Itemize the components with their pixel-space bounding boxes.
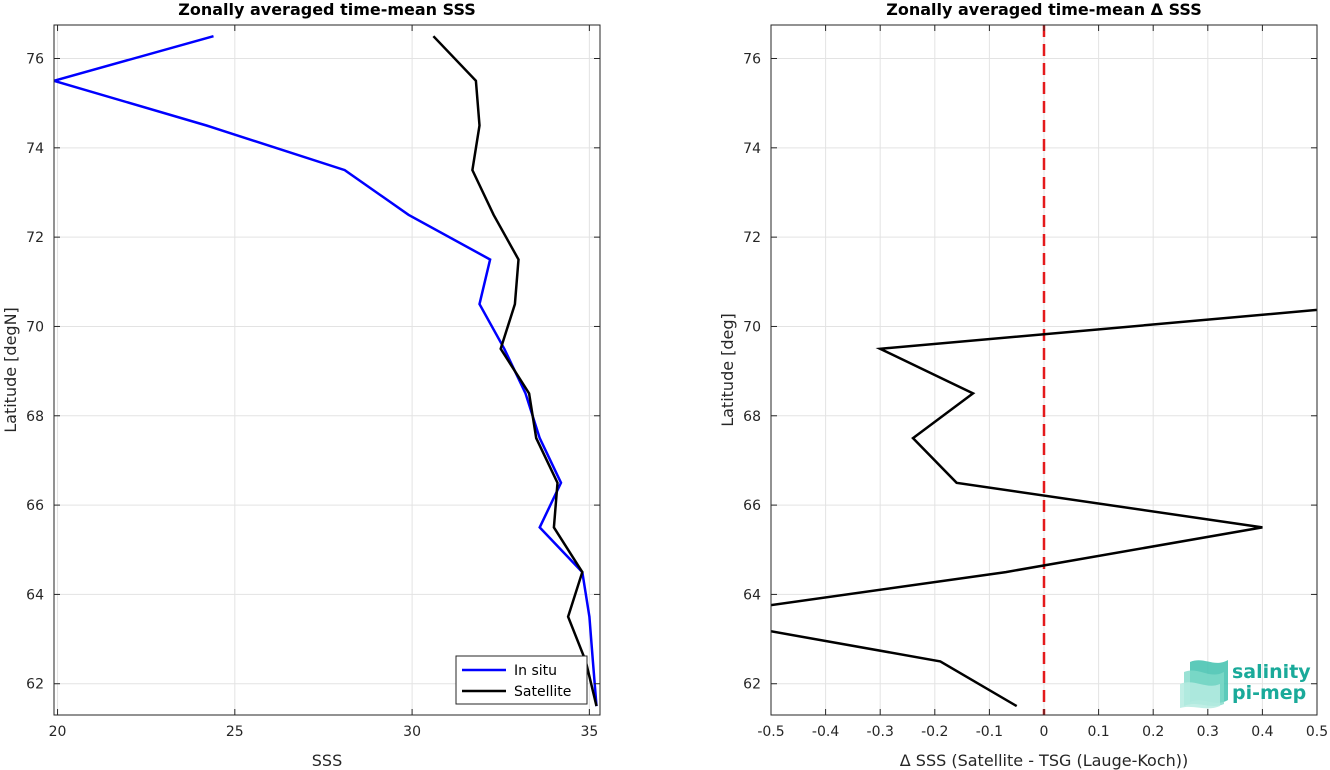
left-x-tick-label: 35 xyxy=(580,724,598,740)
right-y-tick-label: 70 xyxy=(743,319,761,335)
logo-text-line2: pi-mep xyxy=(1232,682,1306,704)
right-x-tick-label: -0.5 xyxy=(757,724,784,740)
legend-box xyxy=(455,655,588,705)
right-x-tick-label: 0 xyxy=(1040,724,1049,740)
left-ticks: 20 25 30 35 62 64 66 68 70 72 74 76 xyxy=(26,25,600,740)
left-axes-frame xyxy=(53,24,601,716)
left-x-axis-label: SSS xyxy=(312,751,342,770)
right-y-tick-label: 74 xyxy=(743,141,761,157)
right-x-tick-label: 0.2 xyxy=(1142,724,1164,740)
right-x-tick-label: 0.5 xyxy=(1306,724,1328,740)
left-chart-title: Zonally averaged time-mean SSS xyxy=(178,0,476,19)
left-y-axis-label: Latitude [degN] xyxy=(1,307,20,433)
right-y-tick-label: 64 xyxy=(743,587,761,603)
right-y-tick-label: 62 xyxy=(743,677,761,693)
left-x-tick-label: 25 xyxy=(226,724,244,740)
left-grid xyxy=(54,25,600,715)
series-line-delta-sss xyxy=(771,308,1317,708)
left-series-group xyxy=(54,34,598,707)
legend-label-in-situ: In situ xyxy=(514,663,557,679)
wave-logo-icon xyxy=(1180,660,1228,709)
salinity-pi-mep-logo: salinity pi-mep xyxy=(1180,660,1311,709)
right-x-tick-label: 0.4 xyxy=(1251,724,1273,740)
right-x-tick-label: -0.2 xyxy=(921,724,948,740)
right-series-group xyxy=(771,25,1317,715)
right-chart-title: Zonally averaged time-mean Δ SSS xyxy=(886,0,1202,19)
logo-text-line1: salinity xyxy=(1232,661,1311,683)
left-y-tick-label: 72 xyxy=(26,230,44,246)
right-y-tick-label: 68 xyxy=(743,409,761,425)
left-y-tick-label: 76 xyxy=(26,51,44,67)
left-y-tick-label: 64 xyxy=(26,587,44,603)
right-x-axis-label: Δ SSS (Satellite - TSG (Lauge-Koch)) xyxy=(900,751,1189,770)
left-x-tick-label: 30 xyxy=(403,724,421,740)
left-y-tick-label: 66 xyxy=(26,498,44,514)
right-y-tick-label: 76 xyxy=(743,51,761,67)
legend-label-satellite: Satellite xyxy=(514,684,571,700)
delta-sss-latitude-chart: -0.5 -0.4 -0.3 -0.2 -0.1 0 0.1 0.2 0.3 0.4 0.5 62 64… xyxy=(718,0,1328,770)
right-ticks: -0.5 -0.4 -0.3 -0.2 -0.1 0 0.1 0.2 0.3 0.4 0.5 62 64… xyxy=(743,25,1328,740)
left-x-tick-label: 20 xyxy=(49,724,67,740)
right-y-tick-label: 66 xyxy=(743,498,761,514)
left-y-tick-label: 74 xyxy=(26,141,44,157)
left-y-tick-label: 62 xyxy=(26,677,44,693)
left-legend: In situ Satellite xyxy=(455,655,588,705)
left-plot-area xyxy=(54,25,600,715)
right-y-axis-label: Latitude [deg] xyxy=(718,313,737,427)
left-y-tick-label: 68 xyxy=(26,409,44,425)
right-x-tick-label: -0.4 xyxy=(812,724,839,740)
sss-latitude-chart: 20 25 30 35 62 64 66 68 70 72 74 76 Zonally average… xyxy=(1,0,601,770)
left-y-tick-label: 70 xyxy=(26,319,44,335)
right-x-tick-label: 0.3 xyxy=(1197,724,1219,740)
right-x-tick-label: -0.3 xyxy=(867,724,894,740)
right-x-tick-label: 0.1 xyxy=(1087,724,1109,740)
right-y-tick-label: 72 xyxy=(743,230,761,246)
right-x-tick-label: -0.1 xyxy=(976,724,1003,740)
series-line-satellite xyxy=(432,35,598,707)
